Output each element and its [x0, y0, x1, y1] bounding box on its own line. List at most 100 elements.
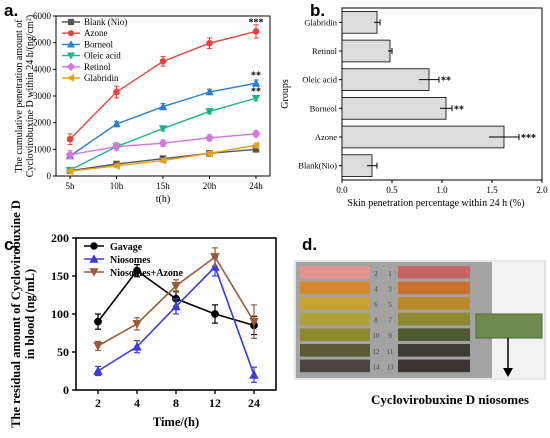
significance-label: ** — [454, 104, 464, 115]
bar — [341, 68, 430, 91]
x-tick-label: 8 — [173, 396, 179, 410]
y-tick-label: 3000 — [33, 91, 52, 101]
ph-strip-left — [300, 328, 370, 341]
data-point — [205, 87, 214, 96]
x-tick-label: 10h — [110, 181, 124, 191]
y-tick-label: 4000 — [33, 64, 52, 74]
ph-strip-number: 8 — [374, 317, 378, 325]
ph-strip-left — [300, 344, 370, 357]
data-point — [251, 141, 260, 150]
ph-strip-number: 7 — [388, 317, 392, 325]
x-axis-label: Skin penetration percentage within 24 h … — [347, 198, 524, 209]
bar — [341, 39, 391, 63]
x-tick-label: 2.0 — [536, 185, 548, 195]
data-point — [206, 39, 213, 47]
data-point — [132, 341, 142, 351]
legend-marker — [89, 268, 99, 277]
ph-strip-left — [300, 281, 370, 295]
series-glabridin — [65, 141, 260, 176]
y-axis-label: Groups — [280, 79, 291, 109]
data-point — [158, 125, 168, 133]
data-point — [211, 310, 219, 318]
ph-strip-left — [300, 297, 370, 310]
panel-label-a: a. — [4, 1, 18, 20]
y-tick-label: 200 — [51, 231, 69, 245]
legend-label: Retinol — [84, 62, 111, 72]
legend-label: Niosomes+Azone — [110, 268, 183, 279]
y-axis-label-line1: The cumulative penetration amount of — [14, 19, 25, 173]
x-tick-label: 12 — [209, 396, 221, 410]
data-point — [210, 253, 220, 262]
legend-label: Blank (Nio) — [84, 17, 127, 27]
data-point — [252, 28, 260, 35]
x-tick-label: 24 — [248, 396, 260, 410]
ph-strip-right — [398, 328, 470, 341]
y-tick-label: Retinol — [312, 46, 338, 56]
chart-a: a. 0 1000 2000 3000 4000 5000 6000 5h 10h 15h 20h 2… — [4, 1, 271, 205]
panel-label-c: c. — [4, 235, 18, 254]
x-axis-label: Time/(h) — [153, 415, 199, 429]
x-tick-label: 0.5 — [386, 185, 398, 195]
legend-marker — [90, 242, 98, 250]
data-point — [158, 156, 167, 165]
y-axis-label-line2: in blood (ng/mL) — [23, 269, 37, 359]
ph-strip-number: 14 — [373, 363, 381, 371]
y-tick-label: 2000 — [33, 118, 52, 128]
y-tick-label: Glabridin — [304, 17, 337, 27]
data-point — [204, 133, 215, 143]
y-tick-label: 100 — [51, 307, 69, 321]
legend-marker — [66, 74, 75, 82]
ph-strip-right — [398, 359, 470, 373]
panel-label-d: d. — [302, 235, 317, 254]
niosome-sample — [475, 313, 543, 339]
legend-marker — [66, 62, 76, 72]
chart-b-plot: Glabridin Retinol Oleic acid ** Borneol ** Azo… — [280, 7, 548, 209]
legend-marker — [67, 18, 75, 26]
data-point — [205, 108, 214, 116]
legend-label: Niosomes — [110, 255, 151, 266]
significance-label: ** — [441, 76, 451, 87]
data-point — [132, 319, 142, 329]
legend-label: Oleic acid — [84, 51, 121, 61]
x-axis-label: t(h) — [156, 194, 170, 205]
ph-strip-right — [398, 297, 470, 310]
ph-strip-left — [300, 266, 370, 279]
significance-label: *** — [521, 133, 536, 144]
significance-label: ** — [251, 87, 261, 98]
data-point — [113, 88, 120, 96]
x-tick-label: 15h — [156, 181, 170, 191]
plot-frame — [341, 7, 543, 181]
legend-label: Gavage — [110, 242, 143, 253]
ph-strip-number: 13 — [387, 363, 395, 371]
x-tick-label: 5h — [66, 181, 76, 191]
data-point — [112, 161, 120, 171]
data-point — [112, 119, 121, 128]
legend-marker — [89, 254, 99, 263]
y-tick-label: Borneol — [310, 103, 338, 113]
bar — [341, 11, 378, 34]
ph-strip-left — [300, 359, 370, 373]
data-point — [251, 94, 261, 103]
y-tick-label: 0 — [63, 383, 69, 397]
data-point — [171, 301, 181, 311]
x-tick-label: 4 — [134, 396, 140, 410]
data-point — [251, 129, 261, 139]
y-tick-label: 150 — [51, 269, 69, 283]
data-point — [93, 342, 103, 351]
ph-strip-number: 9 — [388, 332, 392, 340]
series-azone — [66, 24, 260, 146]
y-tick-label: 5000 — [33, 38, 52, 48]
x-tick-label: 1.0 — [436, 185, 448, 195]
y-tick-label: 1000 — [33, 144, 52, 154]
y-axis-label-line2: Cyclovirobuxine D within 24 h/(ng/cm²) — [25, 15, 36, 177]
y-tick-label: Azone — [315, 132, 337, 142]
y-tick-label: 50 — [57, 345, 69, 359]
ph-strip-right — [398, 281, 470, 295]
data-point — [249, 317, 259, 327]
x-tick-label: 20h — [203, 181, 217, 191]
x-tick-label: 0.0 — [336, 185, 348, 195]
